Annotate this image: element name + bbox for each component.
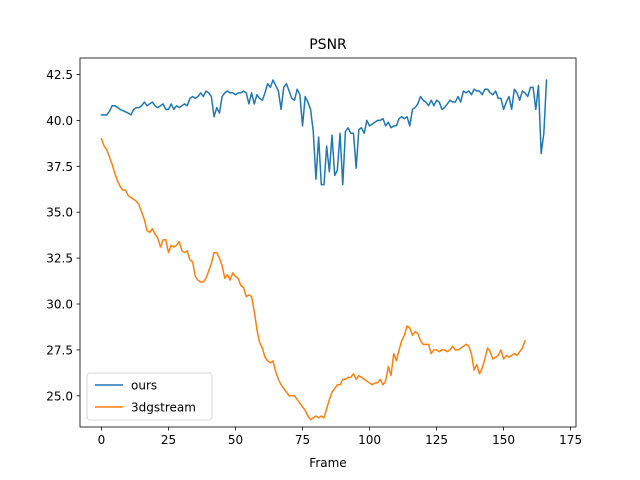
- y-axis-ticks: 25.0 27.5 30.0 32.5 35.0 37.5 40.0 42.5: [46, 68, 80, 403]
- series-line-3dgstream: [100, 137, 527, 421]
- y-tick-label: 40.0: [46, 114, 73, 128]
- y-tick-label: 32.5: [46, 252, 73, 266]
- x-tick-label: 150: [492, 433, 515, 447]
- x-tick-label: 100: [358, 433, 381, 447]
- x-tick-label: 0: [98, 433, 106, 447]
- legend: ours 3dgstream: [86, 372, 213, 421]
- x-tick-label: 50: [228, 433, 243, 447]
- y-tick-label: 30.0: [46, 298, 73, 312]
- series-line-ours: [100, 79, 548, 186]
- legend-label-3dgstream: 3dgstream: [131, 401, 196, 415]
- x-tick-label: 25: [161, 433, 176, 447]
- axes-frame: [79, 57, 577, 428]
- y-tick-label: 35.0: [46, 206, 73, 220]
- legend-label-ours: ours: [131, 379, 157, 393]
- y-tick-label: 25.0: [46, 389, 73, 403]
- series-layer: [100, 79, 548, 421]
- x-tick-label: 175: [559, 433, 582, 447]
- x-axis-label: Frame: [309, 456, 346, 470]
- y-tick-label: 27.5: [46, 343, 73, 357]
- x-tick-label: 75: [295, 433, 310, 447]
- x-axis-ticks: 0 25 50 75 100 125 150 175: [98, 427, 582, 447]
- x-tick-label: 125: [425, 433, 448, 447]
- y-tick-label: 37.5: [46, 160, 73, 174]
- chart-title: PSNR: [309, 37, 347, 53]
- y-tick-label: 42.5: [46, 68, 73, 82]
- plot-area: 0 25 50 75 100 125 150 175 25.0 27.5 30.0 32.5 35.0…: [46, 57, 582, 447]
